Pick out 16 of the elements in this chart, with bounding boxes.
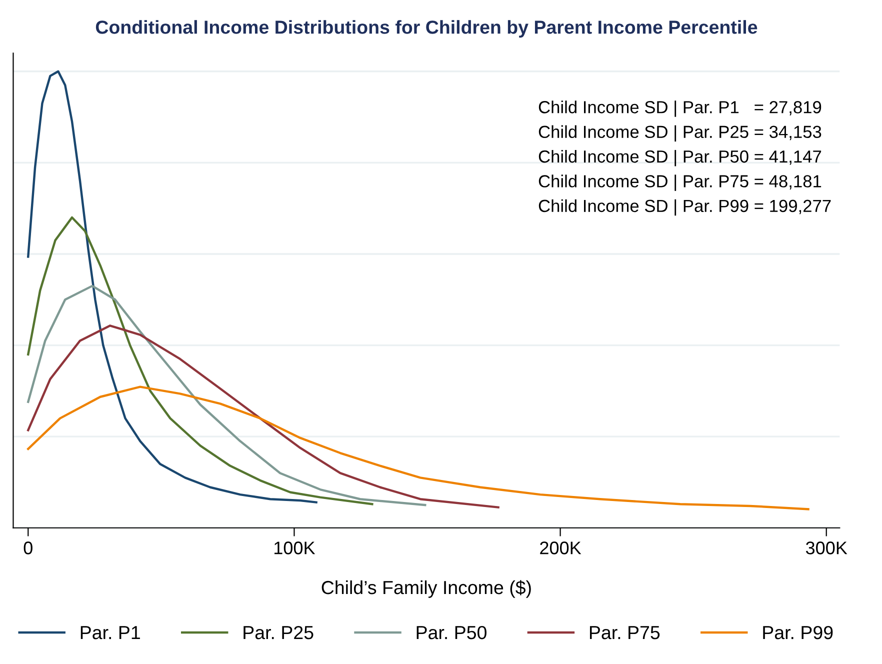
legend-label: Par. P75 <box>590 626 660 640</box>
annotation: Child Income SD | Par. P50 = 41,147 <box>538 150 822 166</box>
annotation: Child Income SD | Par. P25 = 34,153 <box>538 125 822 142</box>
x-tick-label: 300K <box>806 542 848 554</box>
annotation: Child Income SD | Par. P75 = 48,181 <box>538 174 822 191</box>
legend-label: Par. P1 <box>80 626 140 640</box>
legend-label: Par. P25 <box>244 626 314 640</box>
x-tick-label: 100K <box>274 542 316 554</box>
annotation: Child Income SD | Par. P1 = 27,819 <box>538 100 822 117</box>
x-axis-title: Child’s Family Income ($) <box>322 580 531 598</box>
legend-label: Par. P99 <box>763 626 833 640</box>
x-tick-label: 200K <box>540 542 582 554</box>
annotation: Child Income SD | Par. P99 = 199,277 <box>538 199 831 216</box>
x-tick-label: 0 <box>24 542 32 554</box>
chart-title: Conditional Income Distributions for Children by Parent Income Percentile <box>96 20 758 38</box>
legend-label: Par. P50 <box>416 626 486 640</box>
